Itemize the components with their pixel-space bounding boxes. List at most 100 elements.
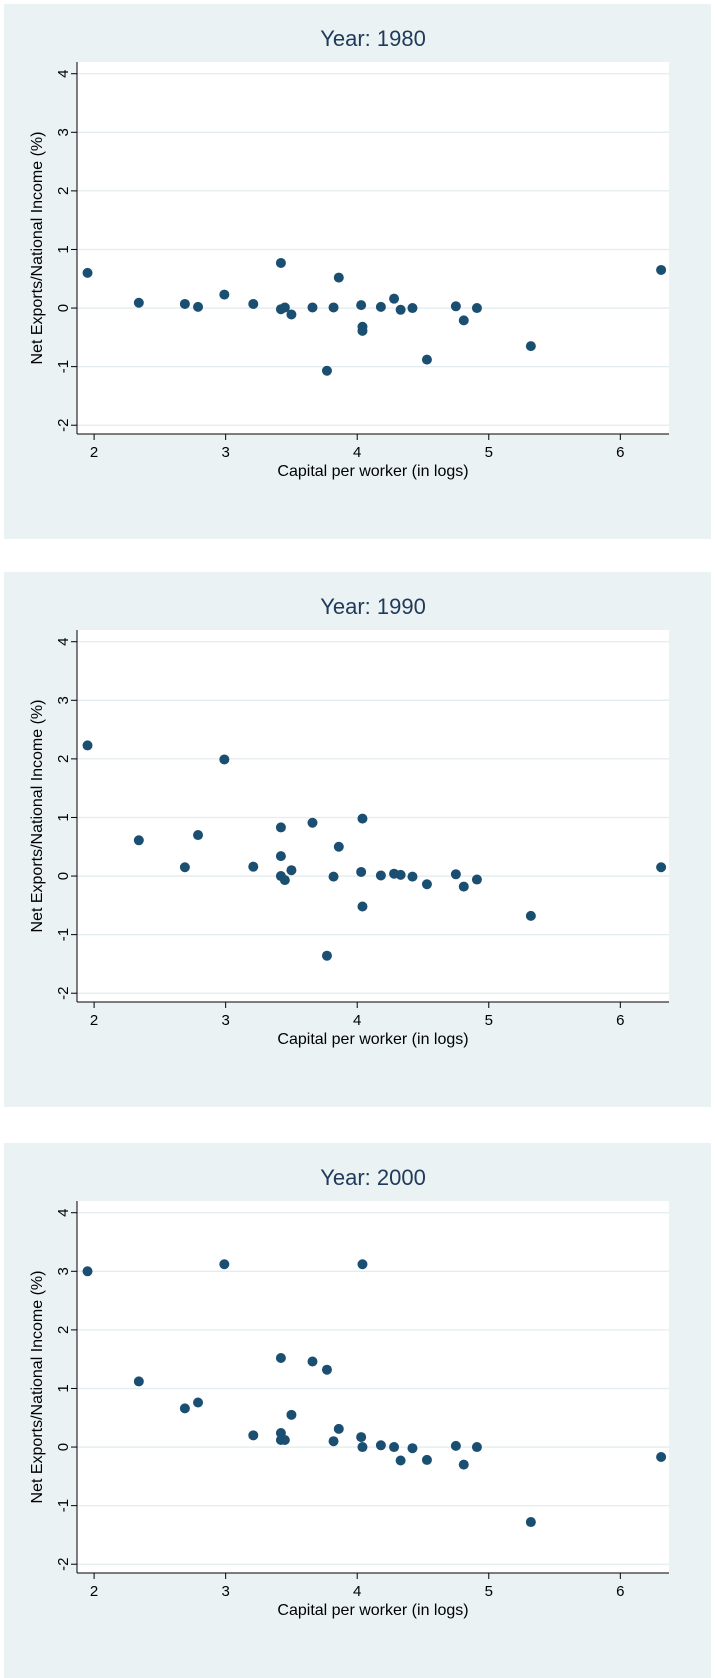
- x-tick-label: 2: [90, 1583, 98, 1600]
- data-point: [407, 871, 418, 882]
- y-tick-label: 2: [55, 1326, 72, 1334]
- data-point: [286, 309, 297, 320]
- data-point: [133, 835, 144, 846]
- data-point: [357, 1442, 368, 1453]
- data-point: [193, 1397, 204, 1408]
- data-point: [471, 874, 482, 885]
- data-point: [458, 881, 469, 892]
- data-point: [321, 1364, 332, 1375]
- y-tick-label: 3: [55, 1267, 72, 1275]
- x-tick-label: 5: [485, 1583, 493, 1600]
- data-point: [219, 754, 230, 765]
- data-point: [407, 1443, 418, 1454]
- chart-panel-2000: -2 -1 0 1 2 3 4 2 3 4 5 6 Year: 2000 Capital per work…: [4, 1143, 711, 1678]
- y-tick-label: 4: [55, 638, 72, 646]
- plot-area: [77, 1201, 669, 1573]
- data-point: [307, 302, 318, 313]
- x-tick-label: 2: [90, 444, 98, 461]
- data-point: [328, 1436, 339, 1447]
- y-tick-label: 0: [55, 872, 72, 880]
- data-point: [421, 354, 432, 365]
- x-tick-label: 6: [616, 1012, 624, 1029]
- y-axis-label: Net Exports/National Income (%): [29, 132, 46, 365]
- x-axis-label: Capital per worker (in logs): [277, 1602, 468, 1619]
- data-point: [357, 1259, 368, 1270]
- data-point: [321, 950, 332, 961]
- y-axis-label: Net Exports/National Income (%): [29, 700, 46, 933]
- data-point: [193, 830, 204, 841]
- data-point: [389, 293, 400, 304]
- chart-panel-1990: -2 -1 0 1 2 3 4 2 3 4 5 6 Year: 1990 Capital per work…: [4, 572, 711, 1107]
- data-point: [321, 365, 332, 376]
- scatter-chart-1980: -2 -1 0 1 2 3 4 2 3 4 5 6 Year: 1980 Capital per work…: [29, 26, 669, 480]
- data-point: [458, 315, 469, 326]
- data-point: [219, 1259, 230, 1270]
- data-point: [328, 871, 339, 882]
- data-point: [279, 1435, 290, 1446]
- x-tick-label: 4: [353, 1583, 361, 1600]
- data-point: [133, 297, 144, 308]
- data-point: [395, 869, 406, 880]
- x-axis-label: Capital per worker (in logs): [277, 463, 468, 480]
- chart-panel-1980: -2 -1 0 1 2 3 4 2 3 4 5 6 Year: 1980 Capital per work…: [4, 4, 711, 539]
- data-point: [275, 257, 286, 268]
- data-point: [82, 267, 93, 278]
- y-tick-label: -1: [55, 360, 72, 373]
- y-tick-label: 4: [55, 70, 72, 78]
- data-point: [179, 862, 190, 873]
- data-point: [395, 304, 406, 315]
- y-tick-label: -2: [55, 987, 72, 1000]
- data-point: [450, 869, 461, 880]
- chart-title: Year: 2000: [320, 1165, 426, 1190]
- data-point: [656, 264, 667, 275]
- y-tick-label: 3: [55, 696, 72, 704]
- x-tick-label: 3: [221, 1012, 229, 1029]
- y-tick-label: -2: [55, 419, 72, 432]
- x-tick-label: 4: [353, 1012, 361, 1029]
- scatter-chart-2000: -2 -1 0 1 2 3 4 2 3 4 5 6 Year: 2000 Capital per work…: [29, 1165, 669, 1619]
- data-point: [357, 901, 368, 912]
- data-point: [389, 1442, 400, 1453]
- y-tick-label: 2: [55, 187, 72, 195]
- data-point: [286, 1409, 297, 1420]
- data-point: [179, 298, 190, 309]
- data-point: [458, 1459, 469, 1470]
- data-point: [356, 300, 367, 311]
- data-point: [279, 875, 290, 886]
- data-point: [328, 302, 339, 313]
- data-point: [219, 289, 230, 300]
- data-point: [375, 1440, 386, 1451]
- x-tick-label: 6: [616, 444, 624, 461]
- data-point: [248, 298, 259, 309]
- data-point: [307, 1356, 318, 1367]
- data-point: [357, 325, 368, 336]
- y-tick-label: 4: [55, 1209, 72, 1217]
- data-point: [275, 822, 286, 833]
- data-point: [356, 866, 367, 877]
- data-point: [450, 301, 461, 312]
- x-tick-label: 6: [616, 1583, 624, 1600]
- data-point: [193, 301, 204, 312]
- data-point: [307, 817, 318, 828]
- chart-title: Year: 1980: [320, 26, 426, 51]
- data-point: [333, 272, 344, 283]
- data-point: [525, 1517, 536, 1528]
- data-point: [450, 1440, 461, 1451]
- y-tick-label: -1: [55, 1499, 72, 1512]
- data-point: [356, 1432, 367, 1443]
- data-point: [275, 851, 286, 862]
- plot-area: [77, 62, 669, 434]
- plot-area: [77, 630, 669, 1002]
- data-point: [248, 861, 259, 872]
- y-tick-label: -1: [55, 928, 72, 941]
- x-tick-label: 4: [353, 444, 361, 461]
- x-tick-label: 3: [221, 444, 229, 461]
- data-point: [333, 841, 344, 852]
- data-point: [82, 1266, 93, 1277]
- y-tick-label: 0: [55, 1443, 72, 1451]
- data-point: [275, 1353, 286, 1364]
- data-point: [133, 1376, 144, 1387]
- data-point: [375, 870, 386, 881]
- data-point: [333, 1423, 344, 1434]
- data-point: [421, 879, 432, 890]
